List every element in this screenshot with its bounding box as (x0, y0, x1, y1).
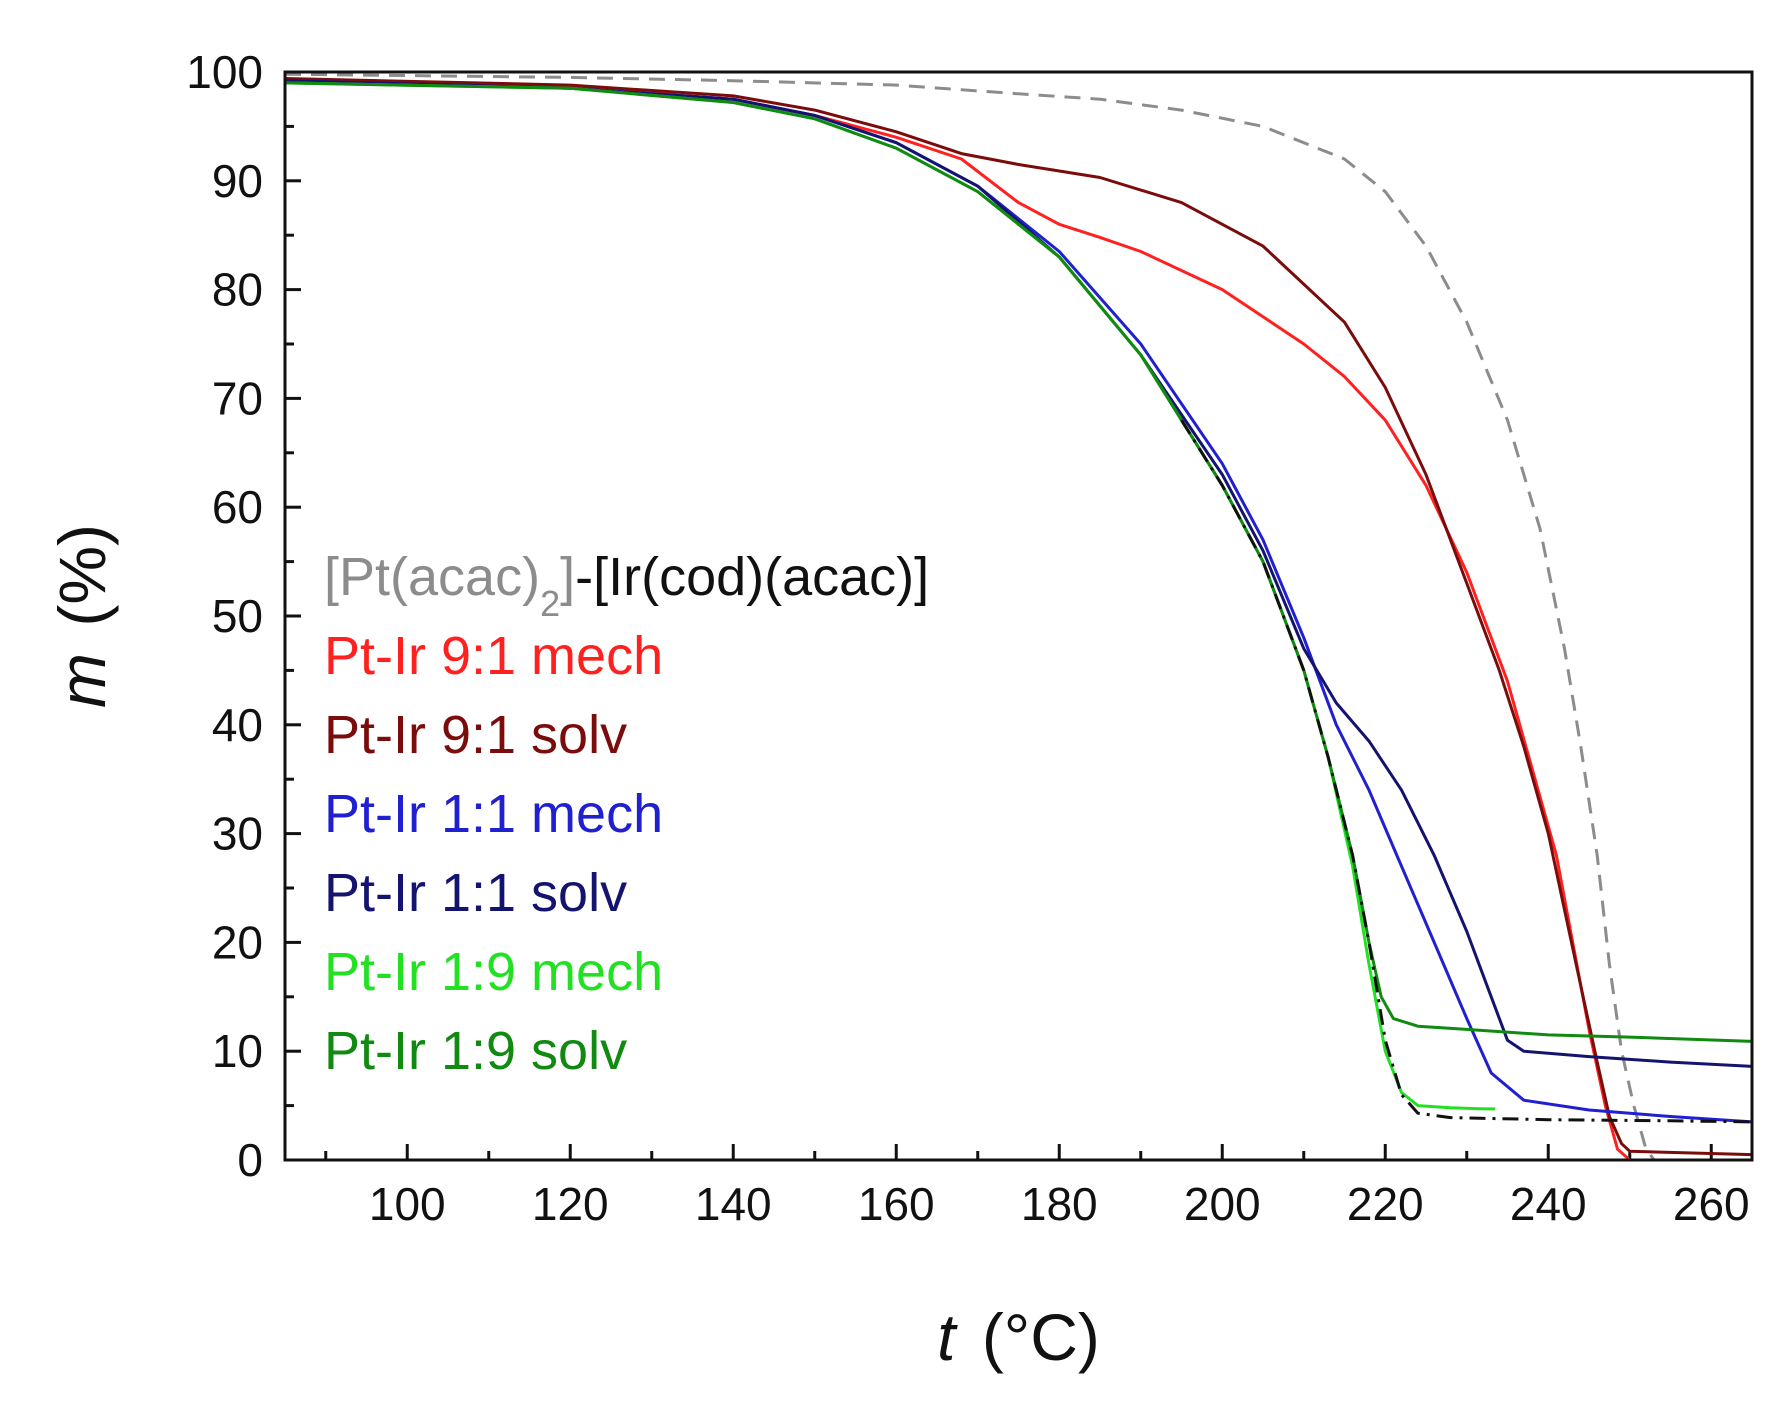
y-tick-label: 50 (212, 590, 263, 642)
series-line-7 (1180, 419, 1753, 1124)
x-tick-label: 140 (695, 1178, 772, 1230)
x-tick-label: 200 (1184, 1178, 1261, 1230)
legend-entry-3: Pt-Ir 1:1 mech (324, 784, 663, 844)
legend-text-part: [Pt(acac) (324, 547, 540, 607)
tick-labels: 100 120 140 160 180 200 220 240 260 0 10 20 30 40 50 60… (186, 46, 1749, 1230)
x-axis-unit: (°C) (982, 1300, 1100, 1374)
legend-entry-6: Pt-Ir 1:9 solv (324, 1021, 627, 1081)
legend-text-part: Pt-Ir 1:1 solv (324, 863, 627, 923)
series-line-4 (284, 79, 1753, 1068)
legend-text-part: 2 (540, 583, 560, 624)
x-axis-title: t (°C) (937, 1300, 1100, 1374)
legend-entry-5: Pt-Ir 1:9 mech (324, 942, 663, 1002)
legend-text-part: Pt-Ir 9:1 solv (324, 705, 627, 765)
y-tick-label: 20 (212, 916, 263, 968)
legend: [Pt(acac)2]-[Ir(cod)(acac)]Pt-Ir 9:1 mec… (324, 547, 929, 1081)
legend-entry-2: Pt-Ir 9:1 solv (324, 705, 627, 765)
series-line-0 (284, 72, 1752, 1162)
series-layer (284, 72, 1753, 1162)
y-tick-label: 70 (212, 372, 263, 424)
legend-text-part: Pt-Ir 1:1 mech (324, 784, 663, 844)
legend-text-part: -[Ir(cod)(acac)] (575, 547, 929, 607)
legend-entry-1: Pt-Ir 9:1 mech (324, 626, 663, 686)
x-tick-label: 120 (532, 1178, 609, 1230)
legend-entry-0: [Pt(acac)2]-[Ir(cod)(acac)] (324, 547, 929, 624)
x-axis-variable: t (937, 1300, 958, 1374)
y-tick-label: 10 (212, 1025, 263, 1077)
x-tick-label: 180 (1021, 1178, 1098, 1230)
y-tick-label: 60 (212, 481, 263, 533)
x-tick-label: 240 (1510, 1178, 1587, 1230)
legend-text-part: ] (560, 547, 575, 607)
x-tick-label: 260 (1673, 1178, 1750, 1230)
x-tick-label: 100 (369, 1178, 446, 1230)
y-tick-label: 30 (212, 808, 263, 860)
y-axis-variable: m (45, 653, 119, 708)
y-tick-label: 100 (186, 46, 263, 98)
x-tick-label: 160 (858, 1178, 935, 1230)
legend-text-part: Pt-Ir 9:1 mech (324, 626, 663, 686)
series-line-2 (284, 77, 1753, 1157)
y-tick-label: 40 (212, 699, 263, 751)
y-axis-unit: (%) (45, 524, 119, 627)
y-axis-title: m (%) (45, 524, 119, 708)
y-tick-label: 0 (237, 1134, 263, 1186)
legend-text-part: Pt-Ir 1:9 solv (324, 1021, 627, 1081)
plot-frame (283, 70, 1754, 1162)
x-tick-label: 220 (1347, 1178, 1424, 1230)
legend-entry-4: Pt-Ir 1:1 solv (324, 863, 627, 923)
legend-text-part: Pt-Ir 1:9 mech (324, 942, 663, 1002)
y-tick-label: 80 (212, 264, 263, 316)
y-tick-label: 90 (212, 155, 263, 207)
